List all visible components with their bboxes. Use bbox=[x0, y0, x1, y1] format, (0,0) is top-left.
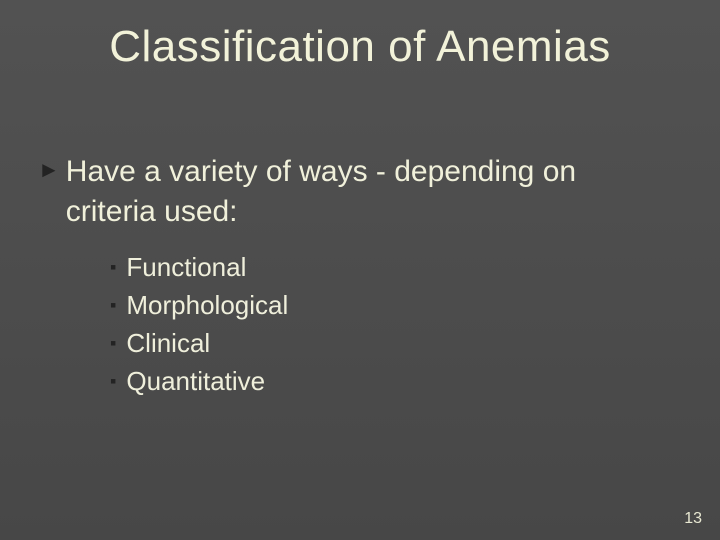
slide-body: ► Have a variety of ways - depending on … bbox=[38, 152, 660, 402]
level2-group: ▪ Functional ▪ Morphological ▪ Clinical … bbox=[110, 250, 660, 398]
square-bullet-icon: ▪ bbox=[110, 326, 116, 360]
level2-text: Clinical bbox=[126, 326, 210, 360]
square-bullet-icon: ▪ bbox=[110, 250, 116, 284]
level2-text: Morphological bbox=[126, 288, 288, 322]
level2-item: ▪ Morphological bbox=[110, 288, 660, 322]
page-number: 13 bbox=[684, 510, 702, 528]
slide-title: Classification of Anemias bbox=[0, 22, 720, 72]
level2-item: ▪ Functional bbox=[110, 250, 660, 284]
square-bullet-icon: ▪ bbox=[110, 288, 116, 322]
square-bullet-icon: ▪ bbox=[110, 364, 116, 398]
level2-item: ▪ Quantitative bbox=[110, 364, 660, 398]
level1-item: ► Have a variety of ways - depending on … bbox=[38, 152, 660, 232]
slide: Classification of Anemias ► Have a varie… bbox=[0, 0, 720, 540]
level2-text: Quantitative bbox=[126, 364, 265, 398]
triangle-bullet-icon: ► bbox=[38, 152, 60, 188]
level2-item: ▪ Clinical bbox=[110, 326, 660, 360]
level2-text: Functional bbox=[126, 250, 246, 284]
level1-text: Have a variety of ways - depending on cr… bbox=[66, 152, 660, 232]
